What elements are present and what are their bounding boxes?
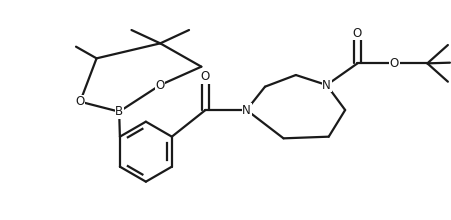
Text: O: O <box>200 70 210 83</box>
Text: B: B <box>115 105 123 118</box>
Text: N: N <box>242 104 250 117</box>
Text: O: O <box>155 79 165 92</box>
Text: O: O <box>75 95 85 108</box>
Text: N: N <box>322 79 330 92</box>
Text: O: O <box>352 27 361 40</box>
Text: O: O <box>389 57 398 70</box>
